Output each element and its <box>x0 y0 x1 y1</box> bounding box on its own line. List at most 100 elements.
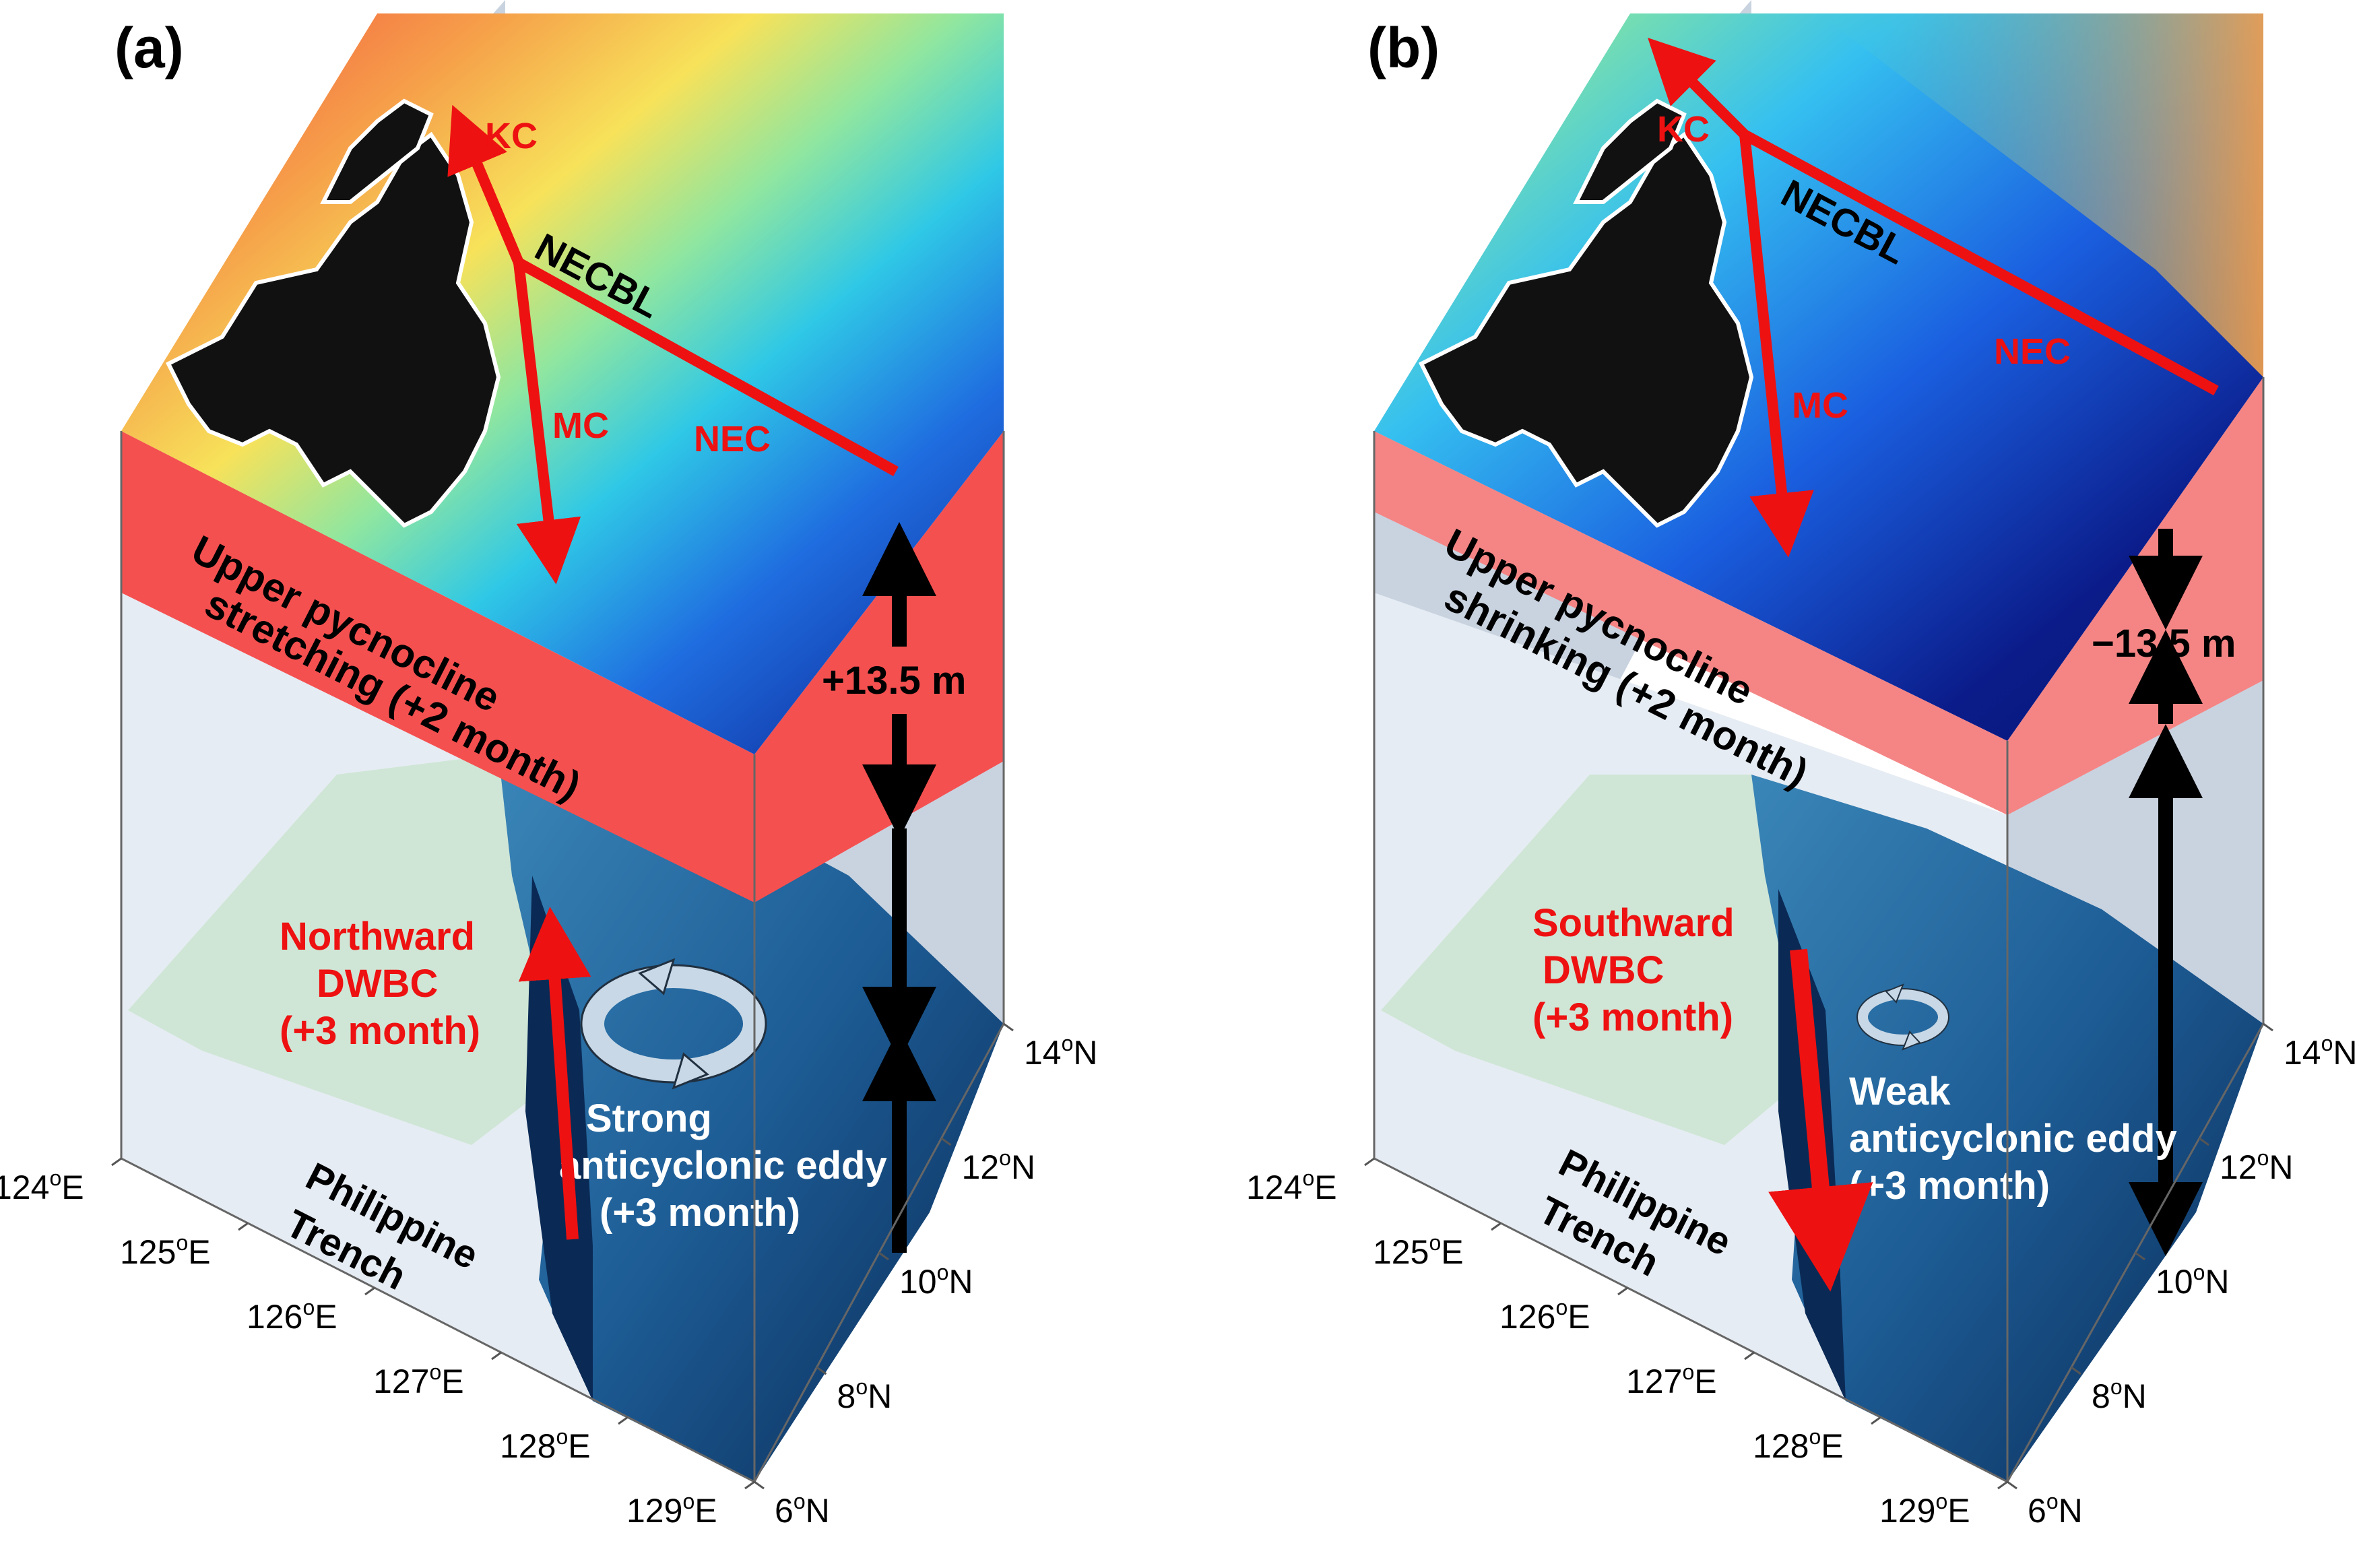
dwbc-line2-b: DWBC <box>1543 948 1664 992</box>
lon-tick-mark <box>111 1157 122 1167</box>
eddy-arrowhead-a <box>638 958 676 995</box>
mc-arrow-b <box>1739 134 1814 558</box>
necbl-line-a <box>516 258 899 476</box>
trench-axis-a <box>525 876 593 1401</box>
lat-tick-mark <box>754 1480 765 1490</box>
lat-tick-label: 8oN <box>837 1375 893 1415</box>
label-kc-b: KC <box>1657 109 1710 150</box>
dwbc-arrow-b <box>1768 948 1873 1292</box>
lat-ticks-b: 6oN 8oN 10oN 12oN 14oN <box>2007 1022 2358 1530</box>
lon-tick-label: 126oE <box>247 1295 337 1336</box>
current-arrows-a <box>447 104 899 585</box>
lat-tick-label: 12oN <box>2220 1146 2294 1186</box>
lon-ticks-b: 124oE 125oE 126oE 127oE 128oE 129oE <box>1246 1157 2008 1530</box>
lon-tick-label: 128oE <box>500 1425 591 1465</box>
label-nec-a: NEC <box>694 419 771 459</box>
kc-arrow-a <box>447 104 524 265</box>
lon-tick-mark <box>1744 1351 1755 1361</box>
lat-tick-mark <box>940 1137 952 1146</box>
eddy-ring-b <box>1857 989 1949 1045</box>
lat-tick-label: 10oN <box>899 1260 973 1301</box>
lon-ticks-a: 124oE 125oE 126oE 127oE 128oE 129oE <box>0 1157 755 1530</box>
dwbc-line3-b: (+3 month) <box>1532 995 1733 1039</box>
lon-tick-mark <box>491 1351 502 1361</box>
lat-tick-mark <box>2199 1137 2209 1146</box>
lat-tick-label: 8oN <box>2092 1375 2147 1415</box>
slab-front-b <box>1374 431 2007 815</box>
eddy-arrowhead2-a <box>672 1052 709 1090</box>
panel-label-b: (b) <box>1367 16 1440 79</box>
eddy-outline-b <box>1856 988 1949 1046</box>
current-arrows-b <box>1648 38 2219 558</box>
eddy-outline-a <box>580 964 767 1084</box>
shelf-a <box>128 754 559 1145</box>
land-b-north <box>1573 98 1687 204</box>
label-nec-b: NEC <box>1994 331 2071 372</box>
dwbc-arrow-a <box>518 907 591 1240</box>
lat-tick-mark <box>816 1366 827 1375</box>
lon-tick-mark <box>1871 1416 1881 1425</box>
lon-tick-label: 127oE <box>373 1360 464 1400</box>
panel-label-a: (a) <box>115 16 184 79</box>
label-kc-a: KC <box>485 116 538 156</box>
land-a-north <box>320 98 434 204</box>
map-surface-b-warm <box>1819 13 2263 377</box>
eddy-line1-a: Strong <box>586 1097 712 1140</box>
eddy-line1-b: Weak <box>1849 1070 1951 1113</box>
lon-tick-mark <box>744 1480 755 1490</box>
lon-tick-mark <box>1364 1157 1375 1167</box>
lon-tick-mark <box>238 1222 249 1231</box>
lon-tick-mark <box>1997 1480 2008 1490</box>
eddy-line3-a: (+3 month) <box>600 1191 800 1235</box>
lat-tick-mark <box>2263 1022 2273 1032</box>
lon-tick-label: 129oE <box>1879 1489 1970 1530</box>
lon-tick-label: 124oE <box>1246 1166 1337 1206</box>
lon-tick-label: 129oE <box>626 1489 717 1530</box>
lat-tick-label: 10oN <box>2156 1260 2230 1301</box>
lon-tick-mark <box>618 1416 628 1425</box>
necbl-line-b <box>1742 129 2219 396</box>
lon-tick-label: 126oE <box>1499 1295 1590 1336</box>
dwbc-line3-a: (+3 month) <box>280 1009 480 1053</box>
slab-front-a <box>121 431 754 903</box>
dwbc-line1-b: Southward <box>1532 901 1735 945</box>
eddy-arrowhead-b <box>1885 983 1904 1004</box>
bathymetry-a <box>498 754 1004 1482</box>
shelf-b <box>1381 775 1805 1145</box>
lat-tick-mark <box>2135 1251 2145 1261</box>
lon-tick-label: 128oE <box>1753 1425 1844 1465</box>
label-mc-a: MC <box>552 405 609 446</box>
lat-tick-label: 14oN <box>2284 1031 2358 1072</box>
lon-tick-label: 127oE <box>1626 1360 1717 1400</box>
thickness-label-b: −13.5 m <box>2092 622 2236 665</box>
eddy-arrowhead2-b <box>1902 1031 1921 1051</box>
label-mc-b: MC <box>1792 385 1848 426</box>
lat-tick-mark <box>2007 1480 2017 1490</box>
thickness-label-a: +13.5 m <box>822 659 966 703</box>
mc-arrow-a <box>513 262 581 585</box>
eddy-line2-b: anticyclonic eddy <box>1849 1117 2177 1161</box>
lon-tick-mark <box>364 1286 375 1296</box>
lon-tick-label: 125oE <box>1373 1231 1464 1271</box>
kc-arrow-b <box>1648 38 1749 139</box>
lat-tick-label: 12oN <box>962 1146 1036 1186</box>
land-a <box>165 131 501 528</box>
dwbc-line1-a: Northward <box>280 915 475 958</box>
eddy-line2-a: anticyclonic eddy <box>559 1144 887 1187</box>
slab-right-a <box>754 431 1004 903</box>
eddy-line3-b: (+3 month) <box>1849 1164 2050 1208</box>
lon-tick-label: 125oE <box>120 1231 211 1271</box>
lat-tick-mark <box>1003 1022 1014 1032</box>
lat-ticks-a: 6oN 8oN 10oN 12oN 14oN <box>754 1022 1098 1530</box>
lon-tick-mark <box>1617 1286 1628 1296</box>
dwbc-line2-a: DWBC <box>317 962 438 1006</box>
panel-a: KC NECBL MC NEC Upper pycnocline stretch… <box>0 0 1098 1530</box>
lat-tick-mark <box>2071 1366 2081 1375</box>
land-b <box>1418 131 1754 528</box>
lat-tick-mark <box>878 1251 889 1261</box>
panel-b: KC NECBL MC NEC Upper pycnocline shrinki… <box>1246 0 2358 1530</box>
lon-tick-label: 124oE <box>0 1166 84 1206</box>
lon-tick-mark <box>1491 1222 1501 1231</box>
lat-tick-label: 14oN <box>1024 1031 1098 1072</box>
